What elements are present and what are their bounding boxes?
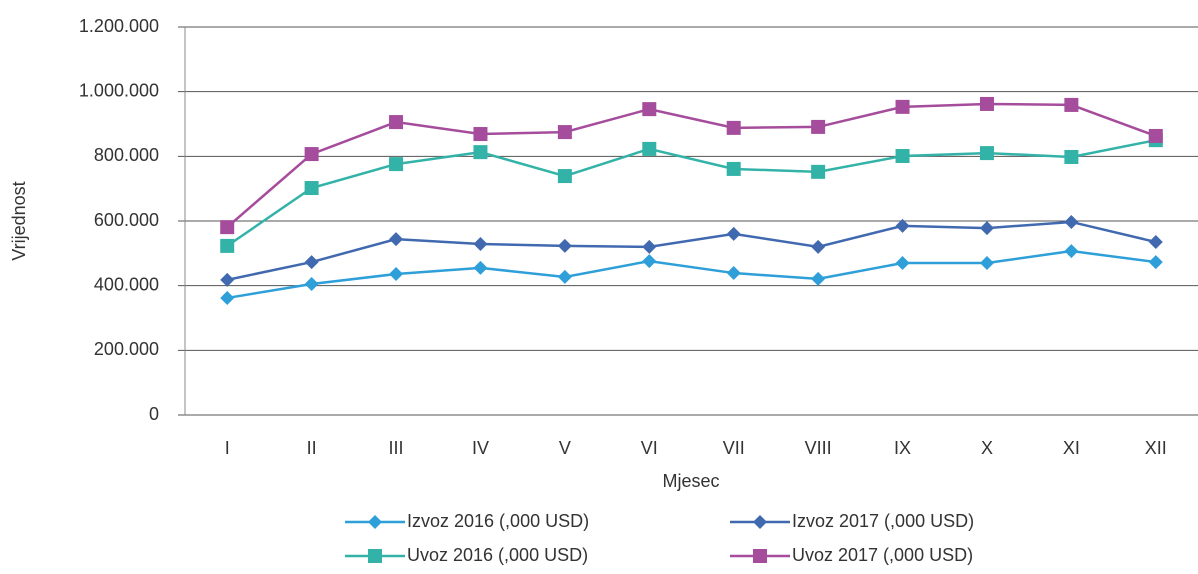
marker (557, 125, 572, 140)
marker (304, 277, 319, 292)
y-tick-label: 800.000 (94, 145, 159, 165)
legend-label: Izvoz 2017 (,000 USD) (792, 511, 974, 531)
marker (389, 267, 404, 282)
legend-label: Izvoz 2016 (,000 USD) (407, 511, 589, 531)
marker (557, 169, 572, 184)
marker (979, 256, 994, 271)
legend-marker (368, 549, 382, 563)
x-tick-label: VIII (805, 438, 832, 458)
marker (557, 269, 572, 284)
legend-label: Uvoz 2016 (,000 USD) (407, 545, 588, 565)
marker (1064, 149, 1079, 164)
marker (811, 271, 826, 286)
series-line (227, 249, 1156, 300)
marker (726, 266, 741, 281)
x-tick-label: I (225, 438, 230, 458)
x-tick-label: XI (1063, 438, 1080, 458)
x-tick-label: XII (1145, 438, 1167, 458)
y-tick-label: 1.000.000 (79, 80, 159, 100)
marker (557, 238, 572, 253)
x-axis-title: Mjesec (662, 471, 719, 491)
marker (473, 127, 488, 142)
x-tick-label: IV (472, 438, 489, 458)
marker (1064, 214, 1079, 229)
marker (979, 221, 994, 236)
marker (895, 99, 910, 114)
marker (726, 226, 741, 241)
y-tick-label: 600.000 (94, 210, 159, 230)
marker (811, 119, 826, 134)
series-line (226, 102, 1157, 229)
x-tick-label: II (307, 438, 317, 458)
marker (1148, 255, 1163, 270)
y-tick-label: 1.200.000 (79, 16, 159, 36)
legend-marker (753, 549, 767, 563)
marker (979, 96, 994, 111)
x-tick-label: X (981, 438, 993, 458)
marker (220, 220, 235, 235)
x-tick-label: V (559, 438, 571, 458)
marker (1148, 235, 1163, 250)
y-axis-title: Vrijednost (9, 181, 29, 260)
marker (642, 254, 657, 269)
marker (389, 232, 404, 247)
marker (304, 147, 319, 162)
marker (979, 146, 994, 161)
marker (642, 141, 657, 156)
marker (895, 256, 910, 271)
legend-marker (368, 515, 382, 529)
marker (811, 164, 826, 179)
marker (304, 181, 319, 196)
marker (304, 255, 319, 270)
legend-marker (753, 515, 767, 529)
series-line (226, 220, 1157, 282)
marker (895, 149, 910, 164)
legend-label: Uvoz 2017 (,000 USD) (792, 545, 973, 565)
x-tick-label: IX (894, 438, 911, 458)
y-tick-label: 200.000 (94, 339, 159, 359)
marker (726, 120, 741, 135)
marker (473, 145, 488, 160)
marker (642, 239, 657, 254)
marker (220, 272, 235, 287)
marker (1148, 128, 1163, 143)
marker (220, 238, 235, 253)
marker (389, 115, 404, 130)
marker (726, 161, 741, 176)
marker (473, 236, 488, 251)
y-tick-label: 400.000 (94, 274, 159, 294)
marker (1064, 97, 1079, 112)
marker (895, 218, 910, 233)
marker (1064, 244, 1079, 259)
marker (389, 157, 404, 172)
marker (642, 102, 657, 117)
marker (220, 290, 235, 305)
y-tick-label: 0 (149, 404, 159, 424)
x-tick-label: VI (641, 438, 658, 458)
x-tick-label: III (389, 438, 404, 458)
x-tick-label: VII (723, 438, 745, 458)
marker (473, 260, 488, 275)
marker (811, 239, 826, 254)
series-line (226, 138, 1157, 247)
